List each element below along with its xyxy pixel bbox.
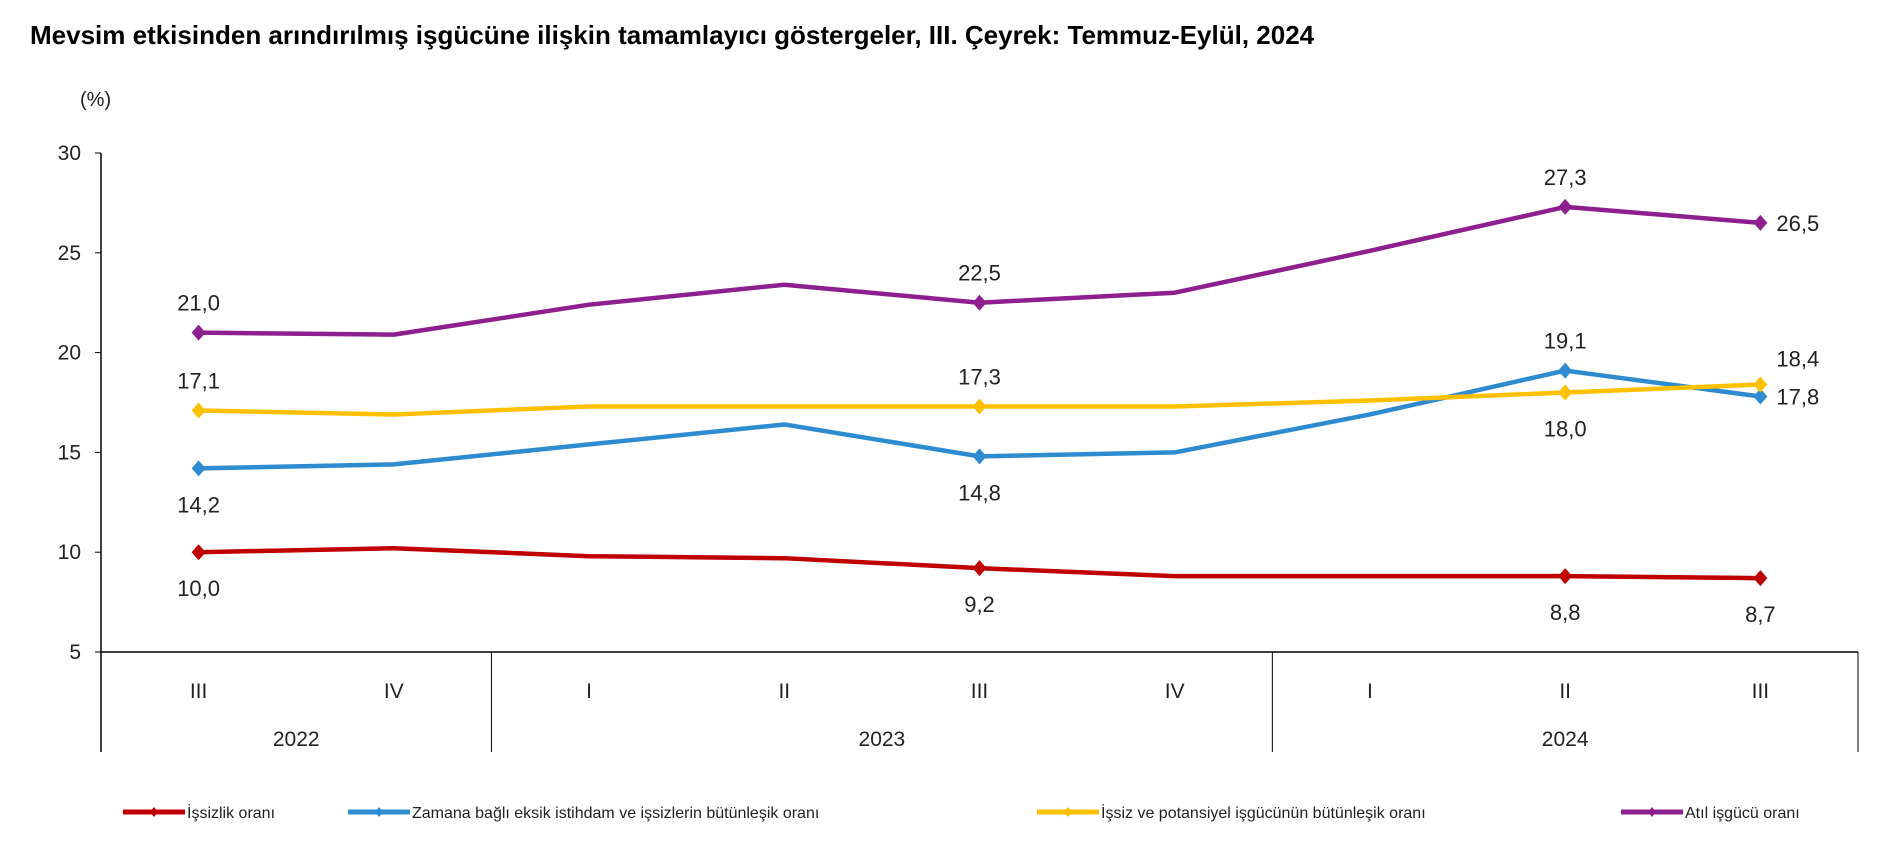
legend-marker: [1648, 807, 1656, 817]
legend-label: İşsiz ve potansiyel işgücünün bütünleşik…: [1101, 803, 1426, 822]
legend-label: İşsizlik oranı: [187, 803, 275, 822]
chart-title: Mevsim etkisinden arındırılmış işgücüne …: [30, 20, 1315, 50]
data-label: 8,7: [1745, 602, 1776, 627]
data-label: 22,5: [958, 261, 1001, 286]
data-label: 18,4: [1776, 347, 1819, 372]
data-point-marker: [1753, 214, 1768, 231]
data-label: 17,1: [177, 368, 220, 393]
year-label: 2023: [859, 728, 906, 751]
legend-label: Zamana bağlı eksik istihdam ve işsizleri…: [412, 805, 819, 822]
data-point-marker: [972, 448, 987, 465]
data-label: 27,3: [1544, 165, 1587, 190]
data-point-marker: [1558, 384, 1573, 401]
x-tick-label: IV: [1165, 680, 1185, 703]
data-label: 14,8: [958, 480, 1001, 505]
y-tick-label: 15: [58, 441, 81, 464]
x-tick-label: II: [778, 680, 790, 703]
data-point-marker: [1558, 568, 1573, 585]
data-point-marker: [972, 560, 987, 577]
y-tick-label: 25: [58, 242, 81, 265]
data-point-marker: [191, 460, 206, 477]
x-tick-label: III: [1752, 680, 1770, 703]
x-tick-label: II: [1559, 680, 1571, 703]
data-label: 26,5: [1776, 211, 1819, 236]
y-axis-label: (%): [80, 89, 111, 111]
year-label: 2024: [1542, 728, 1589, 751]
x-tick-label: III: [190, 680, 208, 703]
data-point-marker: [1753, 376, 1768, 393]
data-label: 9,2: [964, 592, 995, 617]
data-label: 18,0: [1544, 417, 1587, 442]
year-label: 2022: [273, 728, 320, 751]
data-point-marker: [1753, 388, 1768, 405]
data-label: 10,0: [177, 576, 220, 601]
y-tick-label: 5: [69, 641, 81, 664]
data-point-marker: [1558, 198, 1573, 215]
data-label: 17,3: [958, 364, 1001, 389]
data-point-marker: [1753, 570, 1768, 587]
data-point-marker: [972, 294, 987, 311]
legend-marker: [375, 807, 383, 817]
y-tick-label: 10: [58, 541, 81, 564]
data-label: 19,1: [1544, 329, 1587, 354]
y-tick-label: 30: [58, 142, 81, 165]
data-point-marker: [1558, 362, 1573, 379]
y-tick-label: 20: [58, 342, 81, 365]
data-label: 14,2: [177, 492, 220, 517]
data-label: 17,8: [1776, 385, 1819, 410]
data-point-marker: [972, 398, 987, 415]
x-tick-label: I: [586, 680, 592, 703]
x-tick-label: I: [1367, 680, 1373, 703]
x-tick-label: III: [971, 680, 989, 703]
data-label: 8,8: [1550, 600, 1581, 625]
data-point-marker: [191, 402, 206, 419]
data-label: 21,0: [177, 291, 220, 316]
data-point-marker: [191, 324, 206, 341]
x-tick-label: IV: [384, 680, 404, 703]
data-point-marker: [191, 544, 206, 561]
legend-marker: [1064, 807, 1072, 817]
legend-marker: [150, 807, 158, 817]
legend-label: Atıl işgücü oranı: [1685, 805, 1800, 822]
